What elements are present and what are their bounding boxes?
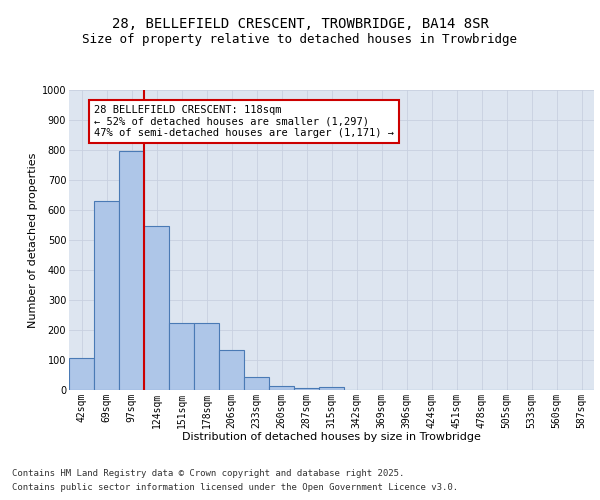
- Bar: [119, 151, 144, 390]
- Bar: [94, 201, 119, 390]
- Bar: [169, 324, 194, 390]
- Bar: [194, 324, 219, 390]
- Bar: [319, 387, 344, 390]
- X-axis label: Distribution of detached houses by size in Trowbridge: Distribution of detached houses by size …: [182, 432, 481, 442]
- Text: Contains public sector information licensed under the Open Government Licence v3: Contains public sector information licen…: [12, 484, 458, 492]
- Bar: [294, 388, 319, 390]
- Text: 28 BELLEFIELD CRESCENT: 118sqm
← 52% of detached houses are smaller (1,297)
47% : 28 BELLEFIELD CRESCENT: 118sqm ← 52% of …: [94, 105, 394, 138]
- Y-axis label: Number of detached properties: Number of detached properties: [28, 152, 38, 328]
- Bar: [244, 378, 269, 390]
- Bar: [144, 226, 169, 390]
- Text: Contains HM Land Registry data © Crown copyright and database right 2025.: Contains HM Land Registry data © Crown c…: [12, 468, 404, 477]
- Bar: [69, 358, 94, 390]
- Text: Size of property relative to detached houses in Trowbridge: Size of property relative to detached ho…: [83, 32, 517, 46]
- Text: 28, BELLEFIELD CRESCENT, TROWBRIDGE, BA14 8SR: 28, BELLEFIELD CRESCENT, TROWBRIDGE, BA1…: [112, 18, 488, 32]
- Bar: [269, 386, 294, 390]
- Bar: [219, 350, 244, 390]
